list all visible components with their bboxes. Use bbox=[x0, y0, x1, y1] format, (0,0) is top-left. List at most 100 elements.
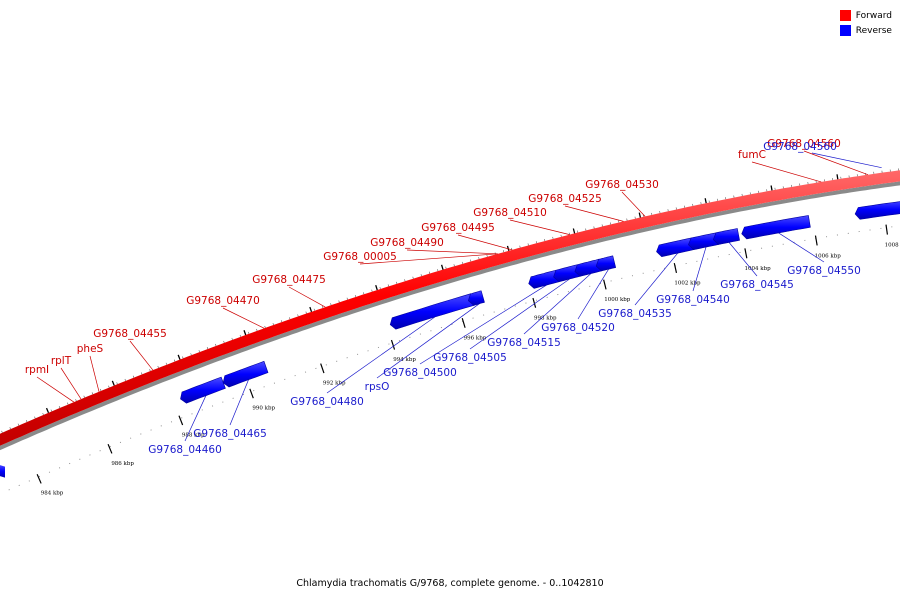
reverse-leader-line bbox=[811, 152, 882, 169]
backbone-major-tick bbox=[440, 264, 444, 270]
reverse-gene-label: G9768_04560 bbox=[763, 141, 837, 153]
reverse-leader-line bbox=[376, 303, 480, 379]
backbone-minor-tick bbox=[1, 430, 3, 433]
kbp-tick-label: 984 kbp bbox=[41, 491, 64, 497]
kbp-tick-label: 1006 kbp bbox=[815, 253, 842, 259]
forward-leader-lines bbox=[36, 150, 869, 403]
reverse-axis-layer: 984 kbp 986 kbp 988 kbp 990 kbp 992 kbp 994 k… bbox=[8, 224, 900, 497]
backbone-minor-tick bbox=[519, 245, 521, 248]
backbone-minor-tick bbox=[75, 399, 77, 402]
reverse-leader-line bbox=[778, 232, 825, 263]
backbone-minor-tick bbox=[272, 322, 274, 326]
backbone-minor-tick bbox=[9, 427, 11, 430]
reverse-leader-line bbox=[523, 273, 592, 335]
genome-caption: Chlamydia trachomatis G/9768, complete g… bbox=[296, 578, 604, 589]
backbone-minor-tick bbox=[552, 236, 554, 239]
backbone-minor-tick bbox=[108, 385, 110, 388]
kbp-tick bbox=[885, 224, 889, 235]
forward-gene-label: pheS bbox=[77, 343, 104, 355]
backbone-minor-tick bbox=[379, 286, 381, 290]
backbone-major-tick bbox=[638, 212, 642, 218]
forward-leader-line bbox=[457, 234, 513, 251]
backbone-minor-tick bbox=[165, 362, 168, 365]
backbone-minor-tick bbox=[206, 346, 209, 350]
backbone-minor-tick bbox=[173, 359, 176, 362]
kbp-tick bbox=[603, 279, 607, 290]
reverse-gene-block bbox=[389, 293, 475, 330]
backbone-minor-tick bbox=[544, 239, 546, 242]
reverse-gene-label: G9768_04520 bbox=[541, 322, 615, 334]
kbp-tick bbox=[107, 443, 113, 454]
reverse-gene-label: G9768_04465 bbox=[193, 428, 267, 440]
backbone-minor-tick bbox=[99, 388, 102, 392]
reverse-gene-label: G9768_04540 bbox=[656, 294, 730, 306]
kbp-tick-label: 988 kbp bbox=[182, 432, 205, 438]
forward-gene-label: G9768_04530 bbox=[585, 179, 659, 191]
backbone-minor-tick bbox=[346, 297, 348, 300]
backbone-minor-tick bbox=[527, 243, 529, 246]
kbp-tick-label: 990 kbp bbox=[252, 406, 275, 412]
backbone-major-tick bbox=[704, 198, 707, 204]
backbone-minor-tick bbox=[535, 241, 537, 244]
backbone-minor-tick bbox=[198, 350, 200, 353]
backbone-minor-tick bbox=[223, 340, 225, 343]
backbone-major-tick bbox=[309, 306, 313, 312]
forward-leader-line bbox=[288, 286, 326, 308]
kbp-tick-label: 992 kbp bbox=[323, 381, 346, 387]
reverse-gene-label: G9768_04500 bbox=[383, 367, 457, 379]
reverse-gene-block bbox=[688, 232, 719, 251]
kbp-tick bbox=[320, 363, 325, 374]
forward-leader-line bbox=[36, 376, 75, 403]
reverse-leader-line bbox=[577, 269, 609, 320]
backbone-minor-tick bbox=[412, 276, 414, 279]
reverse-gene-label: G9768_04480 bbox=[290, 396, 364, 408]
backbone-minor-tick bbox=[239, 334, 241, 337]
forward-leader-line bbox=[60, 367, 82, 400]
backbone-major-tick bbox=[375, 285, 378, 291]
kbp-tick bbox=[178, 415, 184, 426]
reverse-leader-lines bbox=[184, 152, 882, 442]
backbone-minor-tick bbox=[17, 423, 20, 426]
legend-reverse-swatch bbox=[839, 25, 851, 36]
kbp-tick bbox=[461, 318, 466, 328]
backbone-minor-tick bbox=[321, 305, 324, 308]
backbone-minor-tick bbox=[396, 281, 398, 284]
legend: Forward Reverse bbox=[839, 8, 892, 38]
backbone-major-tick bbox=[111, 380, 115, 386]
reverse-gene-label: G9768_04545 bbox=[720, 279, 794, 291]
backbone-minor-tick bbox=[124, 378, 126, 382]
reverse-gene-block bbox=[741, 215, 811, 240]
backbone-minor-tick bbox=[215, 343, 217, 347]
forward-gene-label: G9768_04470 bbox=[186, 295, 260, 307]
backbone-minor-tick bbox=[141, 372, 143, 375]
reverse-gene-block-edge bbox=[0, 465, 5, 478]
backbone-minor-tick bbox=[256, 328, 258, 331]
backbone-minor-tick bbox=[297, 314, 299, 317]
backbone-minor-tick bbox=[231, 337, 233, 340]
backbone-major-tick bbox=[770, 185, 773, 191]
kbp-tick bbox=[36, 474, 42, 484]
backbone-major-tick bbox=[836, 174, 839, 180]
forward-gene-label: G9768_04495 bbox=[421, 222, 495, 234]
forward-leader-line bbox=[89, 355, 100, 392]
kbp-tick-label: 996 kbp bbox=[464, 335, 487, 341]
backbone-minor-tick bbox=[502, 250, 505, 253]
reverse-gene-layer bbox=[0, 201, 900, 478]
backbone-minor-tick bbox=[25, 420, 28, 423]
forward-gene-label: G9768_04510 bbox=[473, 207, 547, 219]
backbone-minor-tick bbox=[478, 257, 480, 260]
forward-gene-label: G9768_04475 bbox=[252, 274, 326, 286]
backbone-major-tick bbox=[572, 228, 576, 234]
backbone-minor-tick bbox=[264, 325, 266, 329]
forward-gene-label: G9768_04490 bbox=[370, 237, 444, 249]
backbone-minor-tick bbox=[132, 375, 135, 378]
backbone-major-tick bbox=[177, 354, 181, 360]
forward-gene-label: G9768_04560 bbox=[767, 138, 841, 150]
backbone-minor-tick bbox=[387, 284, 389, 287]
backbone-minor-tick bbox=[67, 402, 69, 405]
kbp-tick bbox=[744, 248, 748, 259]
backbone-minor-tick bbox=[420, 274, 422, 277]
forward-leader-line bbox=[621, 191, 646, 217]
